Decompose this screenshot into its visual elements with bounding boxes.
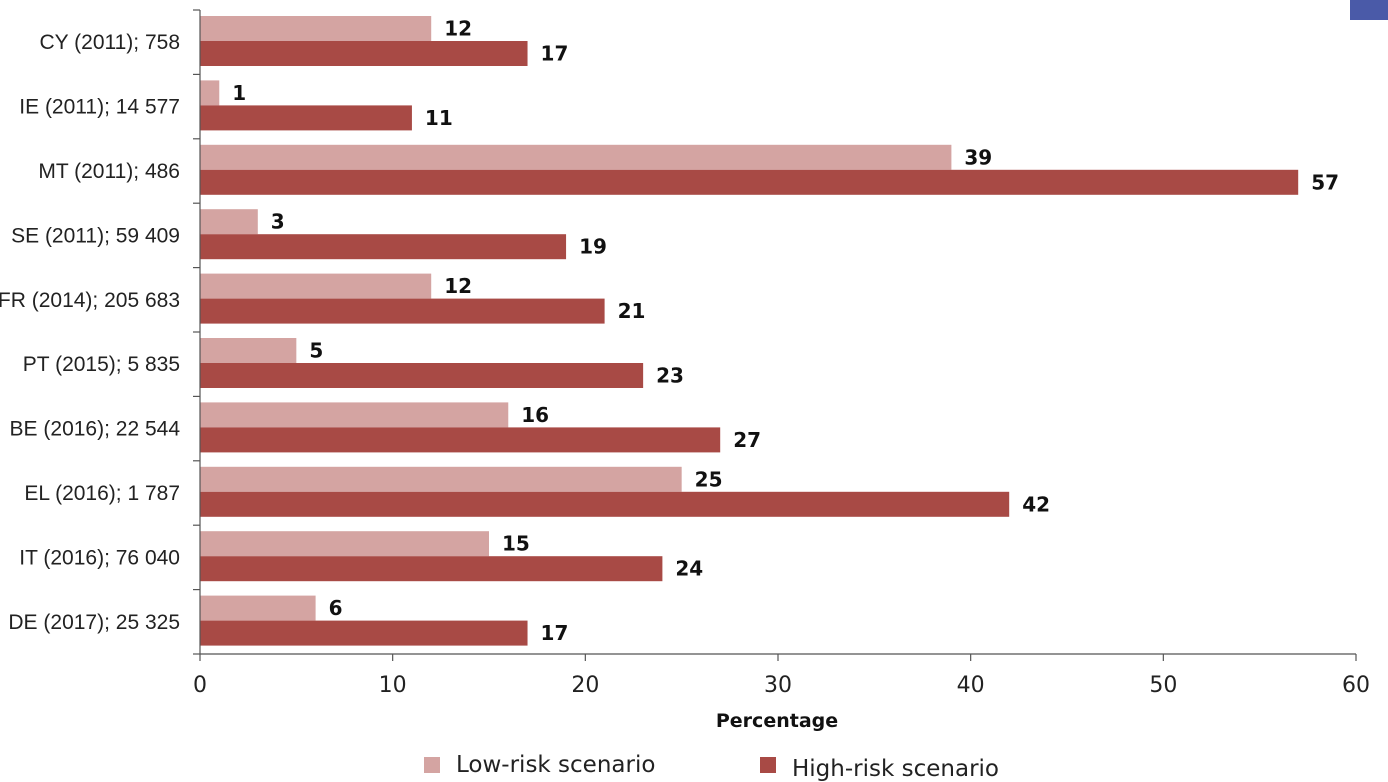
category-label: PT (2015); 5 835: [23, 353, 180, 376]
data-label: 21: [618, 299, 646, 323]
legend: Low-risk scenario High-risk scenario: [424, 752, 999, 782]
category-label: IE (2011); 14 577: [19, 96, 180, 119]
data-label: 25: [695, 467, 723, 491]
bar-high-risk: [200, 41, 528, 66]
bar-low-risk: [200, 273, 432, 299]
data-label: 42: [1022, 492, 1050, 516]
bar-low-risk: [200, 144, 952, 170]
bar-low-risk: [200, 338, 297, 363]
data-label: 3: [271, 210, 285, 234]
data-label: 57: [1311, 170, 1339, 194]
category-label: MT (2011); 486: [38, 160, 180, 183]
bar-low-risk: [200, 80, 220, 106]
x-tick-label: 10: [379, 673, 407, 698]
bar-low-risk: [200, 595, 316, 621]
data-label: 19: [579, 235, 607, 259]
category-label: BE (2016); 22 544: [10, 418, 181, 441]
data-label: 23: [656, 364, 684, 388]
x-axis-title: Percentage: [716, 710, 838, 732]
data-label: 24: [675, 557, 703, 581]
bar-low-risk: [200, 402, 509, 428]
bar-high-risk: [200, 234, 567, 260]
bar-high-risk: [200, 169, 1299, 195]
data-label: 17: [541, 621, 569, 645]
data-label: 16: [521, 403, 549, 427]
bar-high-risk: [200, 556, 663, 582]
x-tick-label: 40: [957, 673, 985, 698]
legend-label: Low-risk scenario: [456, 752, 655, 778]
bar-high-risk: [200, 620, 528, 646]
bar-low-risk: [200, 531, 489, 557]
bar-low-risk: [200, 466, 682, 492]
bar-low-risk: [200, 16, 432, 41]
x-tick-label: 20: [571, 673, 599, 698]
legend-label: High-risk scenario: [792, 756, 999, 782]
bar-high-risk: [200, 298, 605, 324]
data-label: 1: [232, 81, 246, 105]
category-label: IT (2016); 76 040: [19, 546, 180, 569]
data-label: 12: [444, 274, 472, 298]
axes-layer: 0 10 20 30 40 50 60: [193, 9, 1370, 698]
corner-badge: [1350, 0, 1388, 20]
category-label: FR (2014); 205 683: [0, 289, 180, 312]
bar-low-risk: [200, 209, 258, 235]
category-label: SE (2011); 59 409: [11, 224, 180, 247]
x-tick-label: 0: [193, 673, 207, 698]
category-label: CY (2011); 758: [40, 31, 180, 54]
data-label: 5: [309, 339, 323, 363]
data-label: 39: [964, 145, 992, 169]
data-label: 27: [733, 428, 761, 452]
data-label: 17: [541, 42, 569, 66]
category-label: DE (2017); 25 325: [8, 611, 180, 634]
bars-layer: [200, 16, 1299, 646]
bar-high-risk: [200, 363, 644, 388]
bar-high-risk: [200, 427, 721, 453]
x-tick-label: 60: [1342, 673, 1370, 698]
data-label: 11: [425, 106, 453, 130]
x-tick-label: 50: [1149, 673, 1177, 698]
data-label: 6: [329, 596, 343, 620]
bar-high-risk: [200, 491, 1010, 517]
x-tick-label: 30: [764, 673, 792, 698]
legend-swatch: [424, 757, 440, 773]
data-label: 12: [444, 17, 472, 41]
legend-swatch: [760, 757, 776, 773]
category-label: EL (2016); 1 787: [24, 482, 180, 505]
data-label: 15: [502, 532, 530, 556]
bar-high-risk: [200, 105, 412, 131]
